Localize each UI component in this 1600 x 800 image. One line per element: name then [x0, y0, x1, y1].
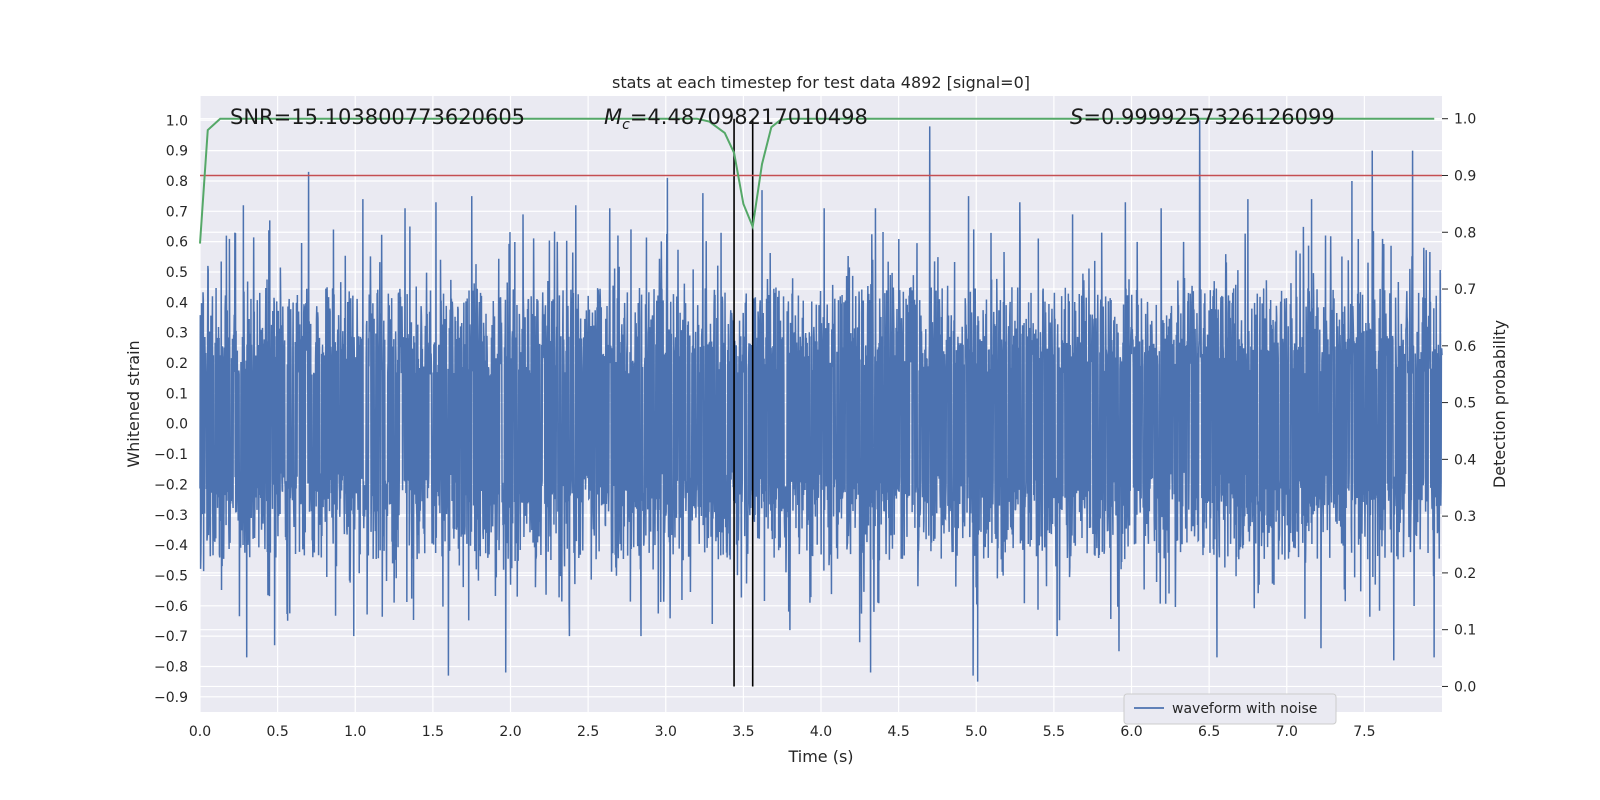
legend-label: waveform with noise — [1172, 701, 1317, 717]
waveform-series — [199, 120, 1443, 682]
y-tick-label: 1.0 — [166, 113, 188, 129]
y-tick-label: 0.9 — [166, 144, 188, 160]
x-tick-label: 3.0 — [655, 724, 677, 740]
y2-tick-label: 0.0 — [1454, 679, 1476, 695]
score-value: =0.9999257326126099 — [1083, 105, 1334, 129]
y-tick-label: 0.3 — [166, 326, 188, 342]
y-tick-label: 0.2 — [166, 356, 188, 372]
y2-tick-label: 0.8 — [1454, 225, 1476, 241]
x-tick-label: 1.5 — [422, 724, 444, 740]
x-tick-label: 7.0 — [1276, 724, 1298, 740]
snr-annotation: SNR=15.103800773620605 — [230, 105, 525, 129]
y-tick-label: −0.3 — [154, 508, 188, 524]
y2-tick-label: 0.5 — [1454, 396, 1476, 412]
y-tick-label: −0.9 — [154, 690, 188, 706]
y-axis-label: Whitened strain — [124, 340, 143, 467]
y-tick-label: 0.1 — [166, 386, 188, 402]
y2-tick-label: 0.1 — [1454, 623, 1476, 639]
y-tick-label: −0.5 — [154, 568, 188, 584]
x-axis-ticks: 0.0 0.5 1.0 1.5 2.0 2.5 3.0 3.5 4.0 4.5 5.0 5.5 6.0 6… — [189, 724, 1376, 740]
x-tick-label: 5.0 — [965, 724, 987, 740]
x-tick-label: 2.0 — [499, 724, 521, 740]
y-tick-label: 0.0 — [166, 417, 188, 433]
y-axis-ticks: −0.9 −0.8 −0.7 −0.6 −0.5 −0.4 −0.3 −0.2 −0.1 0.0 0… — [154, 113, 188, 706]
y-tick-label: −0.4 — [154, 538, 188, 554]
x-tick-label: 6.5 — [1198, 724, 1220, 740]
y-tick-label: 0.7 — [166, 204, 188, 220]
y-tick-label: −0.1 — [154, 447, 188, 463]
y-tick-label: 0.5 — [166, 265, 188, 281]
chirp-mass-annotation: Mc=4.487098217010498 — [604, 105, 868, 133]
x-tick-label: 4.5 — [887, 724, 909, 740]
legend-box — [1123, 693, 1337, 725]
x-tick-label: 2.5 — [577, 724, 599, 740]
y2-tick-label: 0.7 — [1454, 282, 1476, 298]
x-tick-label: 1.0 — [344, 724, 366, 740]
y-tick-label: 0.4 — [166, 295, 188, 311]
chart-title: stats at each timestep for test data 489… — [612, 73, 1030, 92]
x-tick-label: 7.5 — [1353, 724, 1375, 740]
x-tick-label: 5.5 — [1043, 724, 1065, 740]
y2-axis-ticks: 0.0 0.1 0.2 0.3 0.4 0.5 0.6 0.7 0.8 0.9 1.0 — [1442, 112, 1476, 695]
y-tick-label: −0.8 — [154, 659, 188, 675]
y-tick-label: 0.6 — [166, 235, 188, 251]
y2-tick-label: 0.3 — [1454, 509, 1476, 525]
y2-tick-label: 0.9 — [1454, 168, 1476, 184]
score-symbol: S — [1070, 105, 1083, 129]
chirp-mass-symbol: M — [604, 105, 622, 129]
y2-tick-label: 0.6 — [1454, 339, 1476, 355]
x-tick-label: 0.0 — [189, 724, 211, 740]
plot-content — [199, 117, 1443, 687]
y-tick-label: −0.7 — [154, 629, 188, 645]
x-axis-label: Time (s) — [787, 747, 853, 766]
x-tick-label: 4.0 — [810, 724, 832, 740]
chirp-mass-subscript: c — [622, 117, 630, 133]
y2-tick-label: 1.0 — [1454, 112, 1476, 128]
vertical-markers — [733, 118, 754, 687]
x-tick-label: 6.0 — [1120, 724, 1142, 740]
x-tick-label: 3.5 — [732, 724, 754, 740]
legend: waveform with noise — [1123, 693, 1337, 725]
score-annotation: S=0.9999257326126099 — [1070, 105, 1335, 129]
y2-tick-label: 0.4 — [1454, 452, 1476, 468]
x-tick-label: 0.5 — [266, 724, 288, 740]
chirp-mass-value: =4.487098217010498 — [630, 105, 868, 129]
detection-probability-series — [199, 117, 1435, 244]
y2-tick-label: 0.2 — [1454, 566, 1476, 582]
y-tick-label: −0.2 — [154, 477, 188, 493]
y-tick-label: −0.6 — [154, 599, 188, 615]
y2-axis-label: Detection probability — [1490, 320, 1509, 488]
y-tick-label: 0.8 — [166, 174, 188, 190]
